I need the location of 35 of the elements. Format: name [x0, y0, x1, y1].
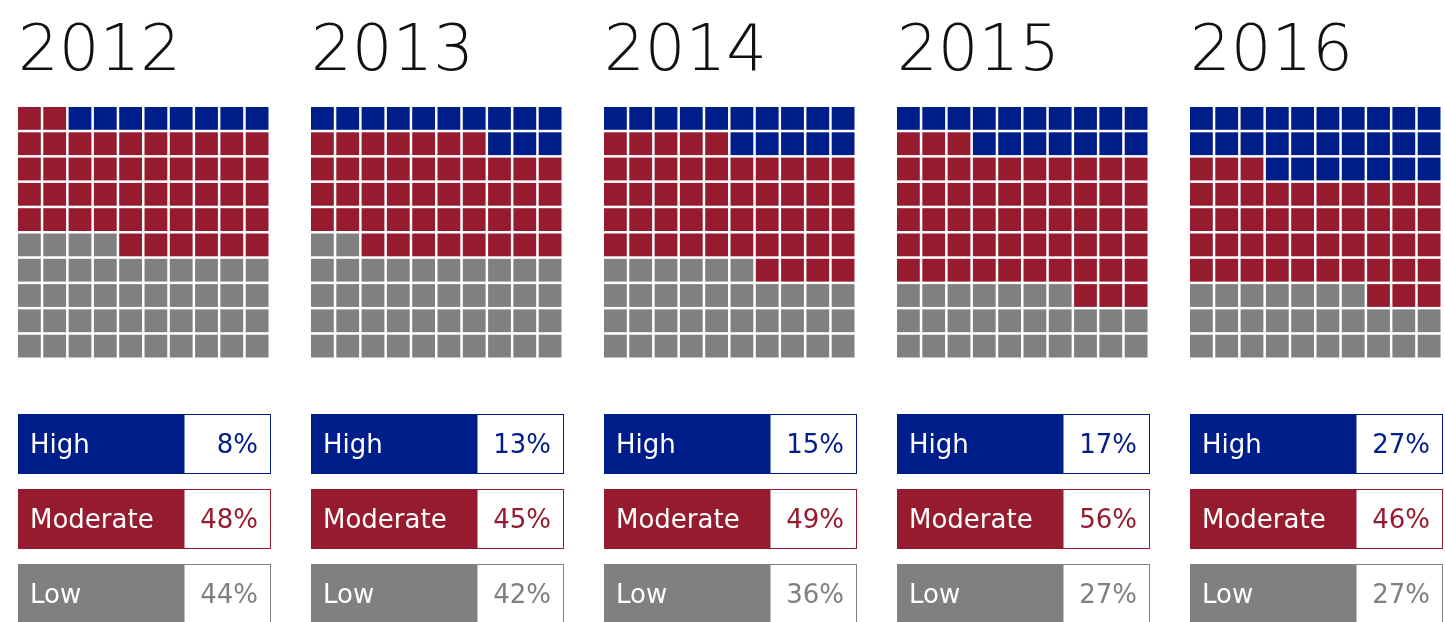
- data-label: 8%: [216, 429, 258, 459]
- category-label: Low: [323, 579, 375, 609]
- data-label: 17%: [1079, 429, 1137, 459]
- text: 2012: [18, 11, 181, 85]
- category-label: High: [616, 429, 676, 459]
- data-label: 46%: [1372, 504, 1430, 534]
- data-label: 27%: [1079, 579, 1137, 609]
- data-label: 42%: [493, 579, 551, 609]
- data-label: 45%: [493, 504, 551, 534]
- category-label: High: [1202, 429, 1262, 459]
- data-label: 48%: [200, 504, 258, 534]
- category-label: Moderate: [323, 504, 447, 534]
- category-label: Low: [30, 579, 82, 609]
- data-label: 15%: [786, 429, 844, 459]
- data-label: 36%: [786, 579, 844, 609]
- data-label: 13%: [493, 429, 551, 459]
- category-label: Low: [616, 579, 668, 609]
- text: 2015: [897, 11, 1060, 85]
- category-label: Low: [1202, 579, 1254, 609]
- category-label: Moderate: [909, 504, 1033, 534]
- category-label: High: [30, 429, 90, 459]
- category-label: Moderate: [30, 504, 154, 534]
- category-label: High: [909, 429, 969, 459]
- category-label: Moderate: [616, 504, 740, 534]
- data-label: 27%: [1372, 579, 1430, 609]
- category-label: Low: [909, 579, 961, 609]
- data-label: 56%: [1079, 504, 1137, 534]
- category-label: Moderate: [1202, 504, 1326, 534]
- data-label: 44%: [200, 579, 258, 609]
- data-label: 49%: [786, 504, 844, 534]
- text: 2013: [311, 11, 474, 85]
- data-label: 27%: [1372, 429, 1430, 459]
- category-label: High: [323, 429, 383, 459]
- text: 2014: [604, 11, 767, 85]
- text: 2016: [1190, 11, 1353, 85]
